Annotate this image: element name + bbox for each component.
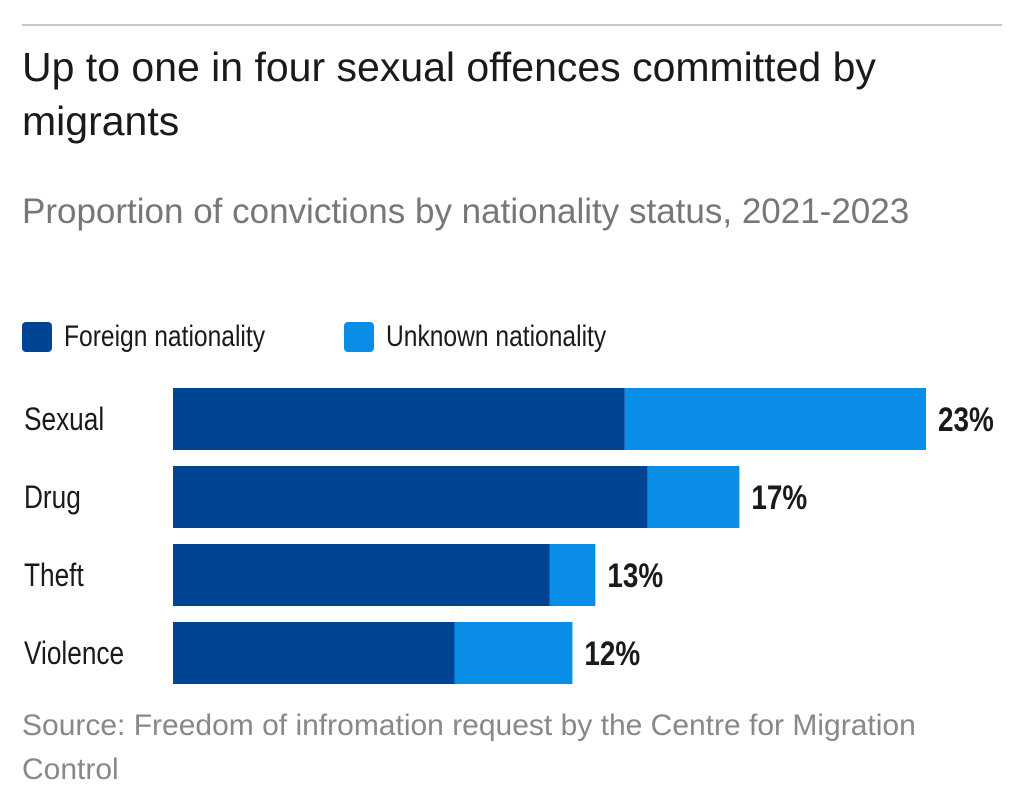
category-label: Theft — [24, 559, 84, 594]
bar-unknown — [647, 466, 740, 528]
legend-swatch-foreign — [22, 322, 52, 352]
legend: Foreign nationality Unknown nationality — [22, 320, 685, 354]
legend-item-foreign: Foreign nationality — [22, 320, 314, 354]
total-label: 17% — [751, 478, 807, 516]
total-label: 23% — [938, 400, 994, 438]
source-note: Source: Freedom of infromation request b… — [22, 709, 916, 786]
total-label: 13% — [607, 556, 663, 594]
bar-foreign — [173, 622, 455, 684]
legend-item-unknown: Unknown nationality — [344, 320, 655, 354]
bar-foreign — [173, 544, 550, 606]
category-label: Sexual — [24, 403, 104, 438]
category-label: Drug — [24, 481, 81, 516]
category-label: Violence — [24, 637, 124, 672]
top-rule — [22, 24, 1002, 26]
legend-swatch-unknown — [344, 322, 374, 352]
bar-unknown — [454, 622, 573, 684]
bar-unknown — [549, 544, 596, 606]
total-label: 12% — [584, 634, 640, 672]
chart-subtitle: Proportion of convictions by nationality… — [22, 192, 910, 231]
legend-label-foreign: Foreign nationality — [64, 320, 266, 353]
legend-label-unknown: Unknown nationality — [386, 320, 607, 353]
bar-foreign — [173, 466, 648, 528]
bar-unknown — [624, 388, 926, 450]
chart-title: Up to one in four sexual offences commit… — [22, 44, 876, 144]
bar-foreign — [173, 388, 625, 450]
